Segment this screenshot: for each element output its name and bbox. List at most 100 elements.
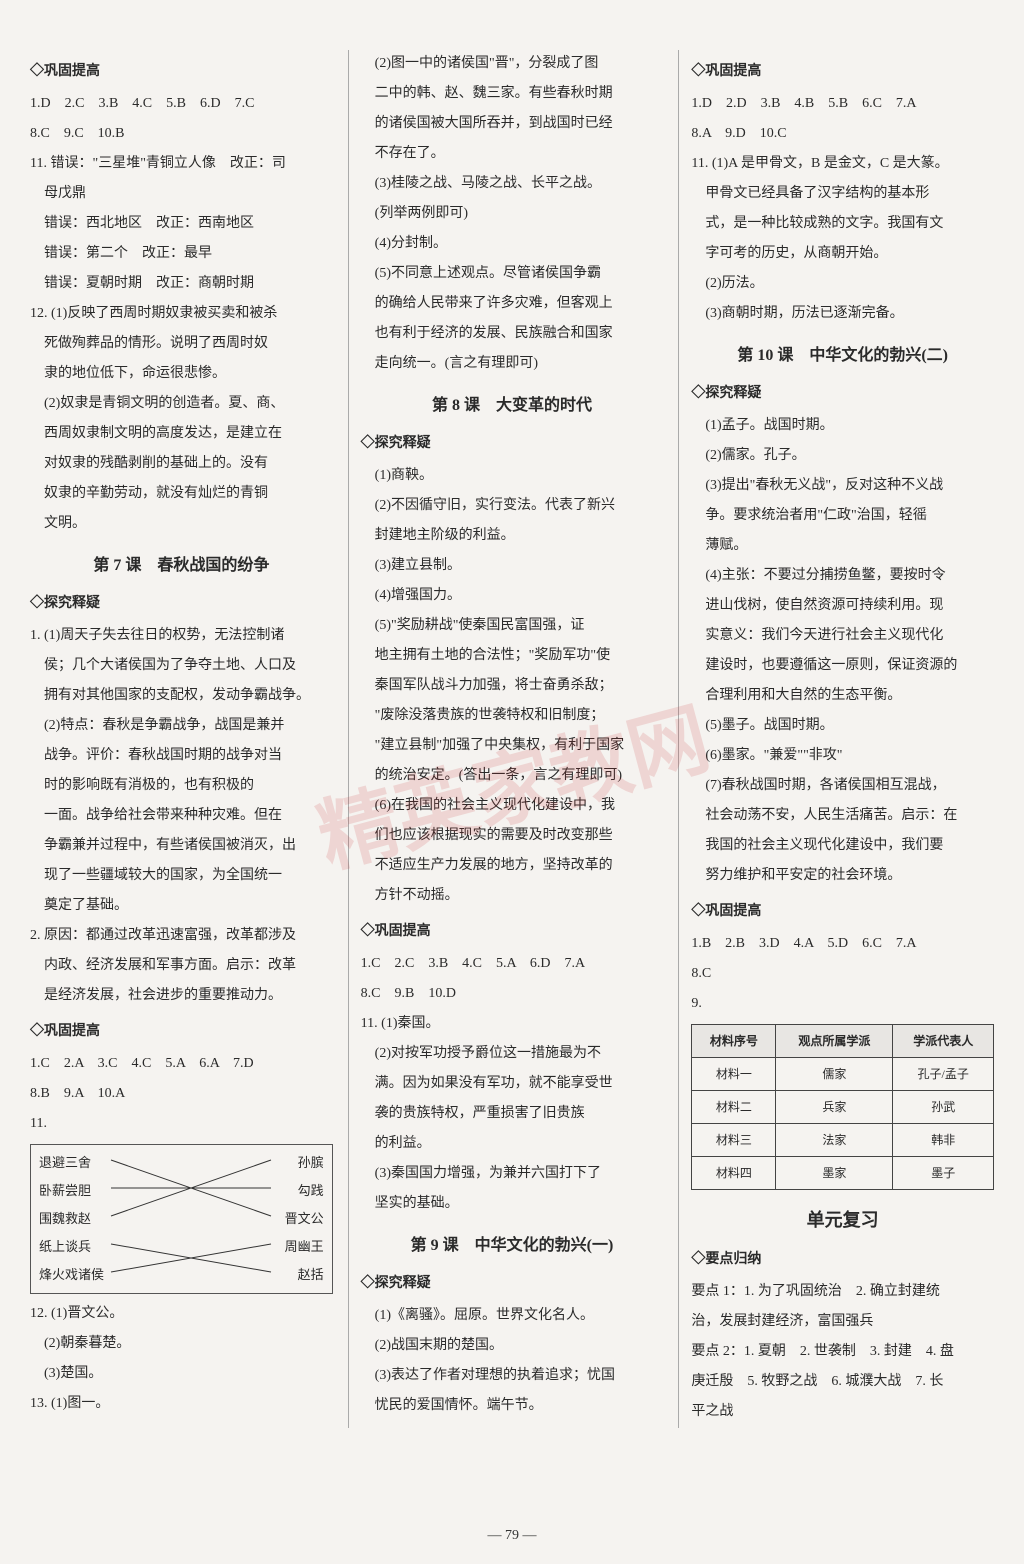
table-cell: 儒家	[776, 1058, 893, 1091]
table-cell: 材料二	[692, 1091, 776, 1124]
text-line: 错误：西北地区 改正：西南地区	[30, 210, 333, 238]
text-line: 忧民的爱国情怀。端午节。	[361, 1392, 664, 1420]
text-line: (2)战国末期的楚国。	[361, 1332, 664, 1360]
text-line: (4)增强国力。	[361, 582, 664, 610]
text-line: 死做殉葬品的情形。说明了西周时奴	[30, 330, 333, 358]
answer-row: 8.C 9.C 10.B	[30, 120, 333, 148]
table-cell: 墨家	[776, 1157, 893, 1190]
text-line: (6)在我国的社会主义现代化建设中，我	[361, 792, 664, 820]
text-line: (列举两例即可)	[361, 200, 664, 228]
text-line: (4)主张：不要过分捕捞鱼鳖，要按时令	[691, 562, 994, 590]
answer-table: 材料序号 观点所属学派 学派代表人 材料一 儒家 孔子/孟子 材料二 兵家 孙武…	[691, 1024, 994, 1190]
text-line: (1)商鞅。	[361, 462, 664, 490]
text-line: 们也应该根据现实的需要及时改变那些	[361, 822, 664, 850]
column-1: ◇巩固提高 1.D 2.C 3.B 4.C 5.B 6.D 7.C 8.C 9.…	[30, 50, 333, 1428]
text-line: 二中的韩、赵、魏三家。有些春秋时期	[361, 80, 664, 108]
text-line: 1. (1)周天子失去往日的权势，无法控制诸	[30, 622, 333, 650]
text-line: (2)对按军功授予爵位这一措施最为不	[361, 1040, 664, 1068]
answer-row: 1.C 2.C 3.B 4.C 5.A 6.D 7.A	[361, 950, 664, 978]
text-line: 治，发展封建经济，富国强兵	[691, 1308, 994, 1336]
text-line: 袭的贵族特权，严重损害了旧贵族	[361, 1100, 664, 1128]
section-title: ◇巩固提高	[361, 918, 664, 946]
text-line: (2)朝秦暮楚。	[30, 1330, 333, 1358]
table-row: 材料一 儒家 孔子/孟子	[692, 1058, 994, 1091]
text-line: (3)楚国。	[30, 1360, 333, 1388]
text-line: 不存在了。	[361, 140, 664, 168]
text-line: 进山伐树，使自然资源可持续利用。现	[691, 592, 994, 620]
answer-row: 8.C	[691, 960, 994, 988]
text-line: "废除没落贵族的世袭特权和旧制度；	[361, 702, 664, 730]
text-line: 方针不动摇。	[361, 882, 664, 910]
text-line: 社会动荡不安，人民生活痛苦。启示：在	[691, 802, 994, 830]
column-2: (2)图一中的诸侯国"晋"，分裂成了图 二中的韩、赵、魏三家。有些春秋时期 的诸…	[348, 50, 664, 1428]
text-line: 地主拥有土地的合法性；"奖励军功"使	[361, 642, 664, 670]
section-title: ◇探究释疑	[30, 590, 333, 618]
text-line: (5)"奖励耕战"使秦国民富国强，证	[361, 612, 664, 640]
text-line: 是经济发展，社会进步的重要推动力。	[30, 982, 333, 1010]
answer-row: 1.C 2.A 3.C 4.C 5.A 6.A 7.D	[30, 1050, 333, 1078]
text-line: (3)建立县制。	[361, 552, 664, 580]
text-line: 的统治安定。(答出一条，言之有理即可)	[361, 762, 664, 790]
text-line: 战争。评价：春秋战国时期的战争对当	[30, 742, 333, 770]
table-row: 材料三 法家 韩非	[692, 1124, 994, 1157]
text-line: 奠定了基础。	[30, 892, 333, 920]
text-line: 我国的社会主义现代化建设中，我们要	[691, 832, 994, 860]
text-line: 11. (1)秦国。	[361, 1010, 664, 1038]
text-line: 庚迁殷 5. 牧野之战 6. 城濮大战 7. 长	[691, 1368, 994, 1396]
table-header: 材料序号	[692, 1025, 776, 1058]
text-line: 13. (1)图一。	[30, 1390, 333, 1418]
text-line: 实意义：我们今天进行社会主义现代化	[691, 622, 994, 650]
text-line: 2. 原因：都通过改革迅速富强，改革都涉及	[30, 922, 333, 950]
text-line: 也有利于经济的发展、民族融合和国家	[361, 320, 664, 348]
lesson-title: 第 7 课 春秋战国的纷争	[30, 550, 333, 582]
text-line: 对奴隶的残酷剥削的基础上的。没有	[30, 450, 333, 478]
table-row: 材料二 兵家 孙武	[692, 1091, 994, 1124]
text-line: 要点 1：1. 为了巩固统治 2. 确立封建统	[691, 1278, 994, 1306]
section-title: ◇探究释疑	[361, 1270, 664, 1298]
answer-row: 1.D 2.D 3.B 4.B 5.B 6.C 7.A	[691, 90, 994, 118]
unit-title: 单元复习	[691, 1202, 994, 1238]
text-line: (3)表达了作者对理想的执着追求；忧国	[361, 1362, 664, 1390]
text-line: 走向统一。(言之有理即可)	[361, 350, 664, 378]
column-3: ◇巩固提高 1.D 2.D 3.B 4.B 5.B 6.C 7.A 8.A 9.…	[678, 50, 994, 1428]
answer-row: 1.D 2.C 3.B 4.C 5.B 6.D 7.C	[30, 90, 333, 118]
lesson-title: 第 10 课 中华文化的勃兴(二)	[691, 340, 994, 372]
table-cell: 孔子/孟子	[893, 1058, 994, 1091]
answer-row: 8.B 9.A 10.A	[30, 1080, 333, 1108]
text-line: 11.	[30, 1110, 333, 1138]
match-lines-icon	[31, 1145, 332, 1293]
section-title: ◇巩固提高	[691, 58, 994, 86]
text-line: 西周奴隶制文明的高度发达，是建立在	[30, 420, 333, 448]
text-line: (7)春秋战国时期，各诸侯国相互混战，	[691, 772, 994, 800]
text-line: (5)墨子。战国时期。	[691, 712, 994, 740]
text-line: (2)儒家。孔子。	[691, 442, 994, 470]
text-line: 时的影响既有消极的，也有积极的	[30, 772, 333, 800]
text-line: 内政、经济发展和军事方面。启示：改革	[30, 952, 333, 980]
table-cell: 法家	[776, 1124, 893, 1157]
text-line: 隶的地位低下，命运很悲惨。	[30, 360, 333, 388]
text-line: 12. (1)反映了西周时期奴隶被买卖和被杀	[30, 300, 333, 328]
text-line: (1)孟子。战国时期。	[691, 412, 994, 440]
section-title: ◇探究释疑	[361, 430, 664, 458]
section-title: ◇巩固提高	[691, 898, 994, 926]
text-line: 文明。	[30, 510, 333, 538]
text-line: 奴隶的辛勤劳动，就没有灿烂的青铜	[30, 480, 333, 508]
text-line: 拥有对其他国家的支配权，发动争霸战争。	[30, 682, 333, 710]
text-line: (3)秦国国力增强，为兼并六国打下了	[361, 1160, 664, 1188]
text-line: 11. (1)A 是甲骨文，B 是金文，C 是大篆。	[691, 150, 994, 178]
text-line: 的利益。	[361, 1130, 664, 1158]
page-number: — 79 —	[488, 1528, 537, 1544]
text-line: 封建地主阶级的利益。	[361, 522, 664, 550]
text-line: 11. 错误："三星堆"青铜立人像 改正：司	[30, 150, 333, 178]
text-line: (2)历法。	[691, 270, 994, 298]
text-line: 不适应生产力发展的地方，坚持改革的	[361, 852, 664, 880]
text-line: 侯；几个大诸侯国为了争夺土地、人口及	[30, 652, 333, 680]
text-line: (2)图一中的诸侯国"晋"，分裂成了图	[361, 50, 664, 78]
text-line: (6)墨家。"兼爱""非攻"	[691, 742, 994, 770]
table-row: 材料四 墨家 墨子	[692, 1157, 994, 1190]
text-line: 要点 2：1. 夏朝 2. 世袭制 3. 封建 4. 盘	[691, 1338, 994, 1366]
table-cell: 材料一	[692, 1058, 776, 1091]
text-line: 的确给人民带来了许多灾难，但客观上	[361, 290, 664, 318]
text-line: 建设时，也要遵循这一原则，保证资源的	[691, 652, 994, 680]
text-line: 平之战	[691, 1398, 994, 1426]
